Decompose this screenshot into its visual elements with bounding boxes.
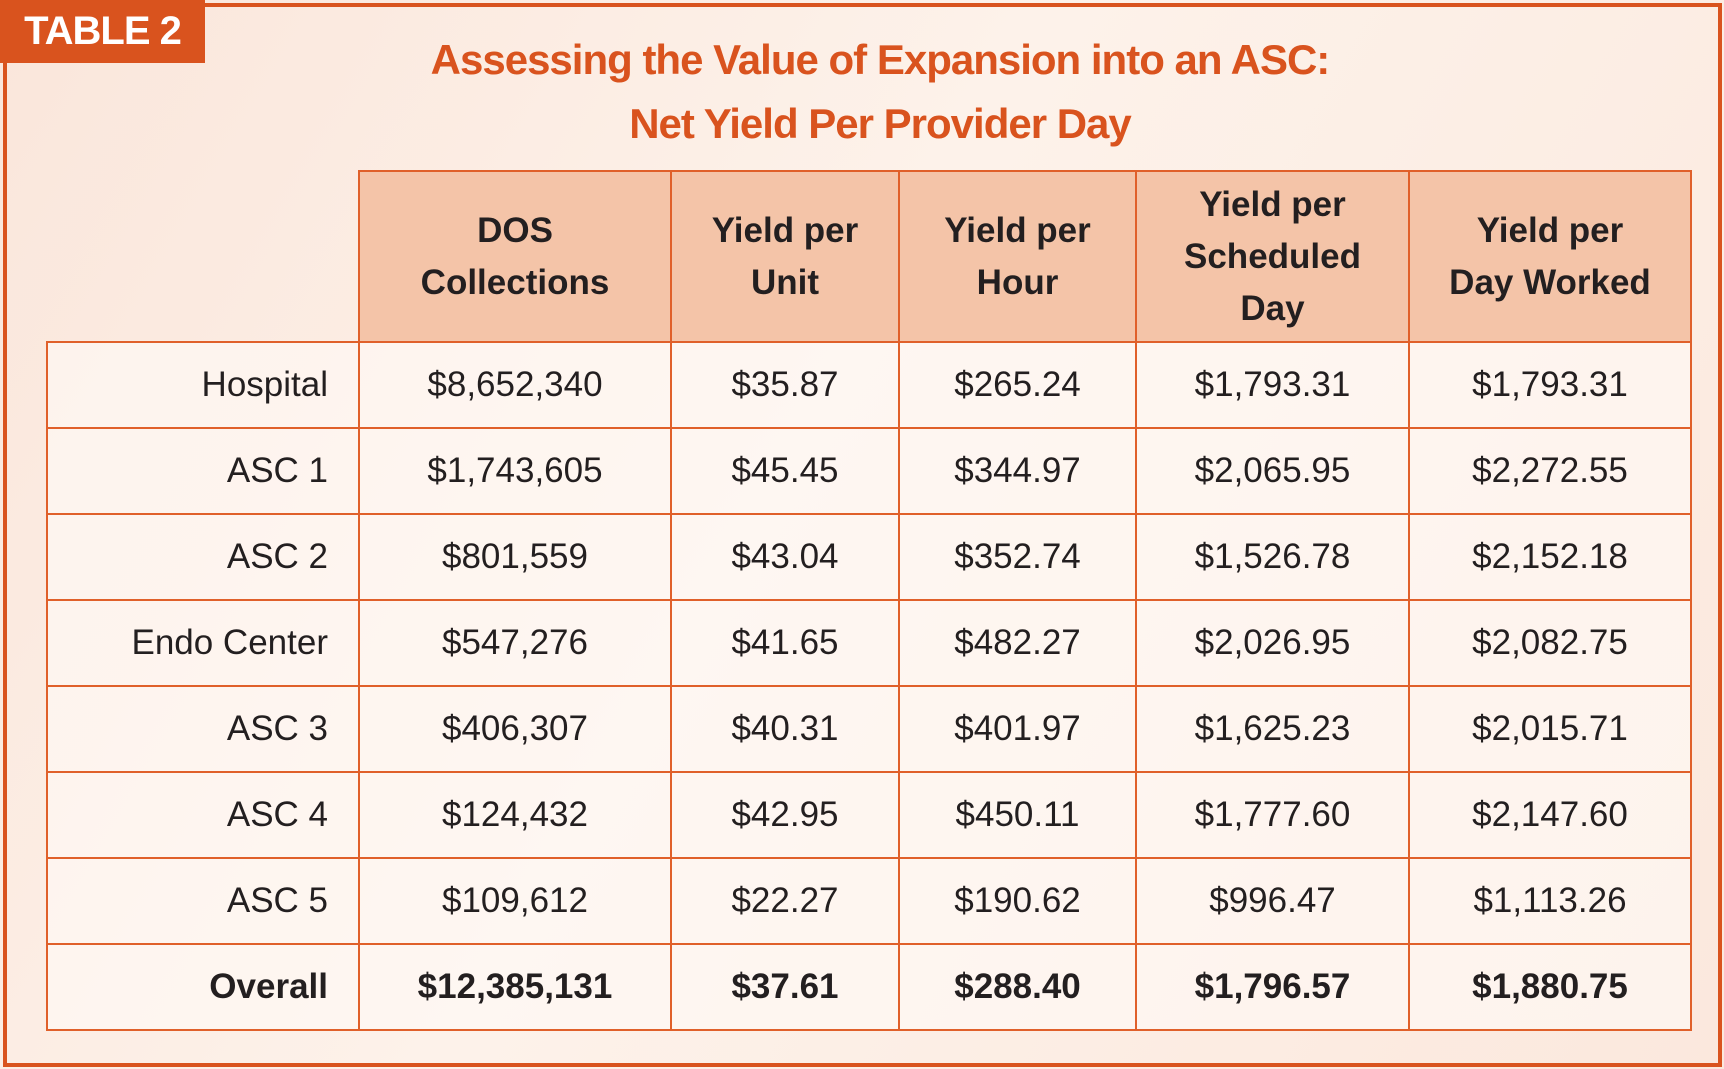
table-cell: $482.27 bbox=[898, 599, 1137, 687]
table-row: ASC 5 $109,612 $22.27 $190.62 $996.47 $1,113.… bbox=[46, 857, 1692, 945]
header-text: Day bbox=[1240, 288, 1305, 328]
table-cell: $2,152.18 bbox=[1408, 513, 1692, 601]
row-label: ASC 5 bbox=[46, 857, 360, 945]
header-yield-per-day-worked: Yield per Day Worked bbox=[1408, 170, 1692, 343]
table-row: ASC 1 $1,743,605 $45.45 $344.97 $2,065.95 $2,… bbox=[46, 427, 1692, 515]
table-cell: $1,777.60 bbox=[1135, 771, 1410, 859]
table-cell: $401.97 bbox=[898, 685, 1137, 773]
table-cell: $547,276 bbox=[358, 599, 672, 687]
table-cell: $40.31 bbox=[670, 685, 900, 773]
table-row: ASC 2 $801,559 $43.04 $352.74 $1,526.78 $2,15… bbox=[46, 513, 1692, 601]
table-cell: $35.87 bbox=[670, 341, 900, 429]
table-cell: $12,385,131 bbox=[358, 943, 672, 1031]
table-cell: $109,612 bbox=[358, 857, 672, 945]
table-row: Hospital $8,652,340 $35.87 $265.24 $1,793.31… bbox=[46, 341, 1692, 429]
table-cell: $1,113.26 bbox=[1408, 857, 1692, 945]
table-cell: $288.40 bbox=[898, 943, 1137, 1031]
table-cell: $1,793.31 bbox=[1408, 341, 1692, 429]
header-text: Yield per bbox=[1199, 184, 1346, 224]
table-cell: $42.95 bbox=[670, 771, 900, 859]
table-cell: $22.27 bbox=[670, 857, 900, 945]
table-cell: $352.74 bbox=[898, 513, 1137, 601]
table-cell: $1,743,605 bbox=[358, 427, 672, 515]
table-cell: $344.97 bbox=[898, 427, 1137, 515]
table-cell: $41.65 bbox=[670, 599, 900, 687]
table-row: Overall $12,385,131 $37.61 $288.40 $1,796.57… bbox=[46, 943, 1692, 1031]
row-label: Hospital bbox=[46, 341, 360, 429]
row-label: ASC 1 bbox=[46, 427, 360, 515]
header-text: Yield per bbox=[944, 210, 1091, 250]
header-text: Day Worked bbox=[1449, 262, 1651, 302]
table-row: ASC 3 $406,307 $40.31 $401.97 $1,625.23 $2,01… bbox=[46, 685, 1692, 773]
table-cell: $2,065.95 bbox=[1135, 427, 1410, 515]
table-cell: $45.45 bbox=[670, 427, 900, 515]
table-cell: $2,147.60 bbox=[1408, 771, 1692, 859]
header-text: Unit bbox=[750, 262, 820, 302]
table-frame bbox=[3, 3, 1722, 1067]
table-cell: $1,796.57 bbox=[1135, 943, 1410, 1031]
header-text: Hour bbox=[976, 262, 1059, 302]
header-yield-per-unit: Yield per Unit bbox=[670, 170, 900, 343]
table-cell: $8,652,340 bbox=[358, 341, 672, 429]
header-row: DOS Collections Yield per Unit Yield per Ho… bbox=[47, 170, 1692, 343]
table-cell: $265.24 bbox=[898, 341, 1137, 429]
table-row: Endo Center $547,276 $41.65 $482.27 $2,026.9… bbox=[46, 599, 1692, 687]
row-label: Overall bbox=[46, 943, 360, 1031]
table-cell: $450.11 bbox=[898, 771, 1137, 859]
table-cell: $1,793.31 bbox=[1135, 341, 1410, 429]
table-cell: $801,559 bbox=[358, 513, 672, 601]
table-title-line-1: Assessing the Value of Expansion into an… bbox=[430, 36, 1331, 83]
header-yield-per-scheduled-day: Yield per Scheduled Day bbox=[1135, 170, 1410, 343]
table-cell: $2,272.55 bbox=[1408, 427, 1692, 515]
yield-table: DOS Collections Yield per Unit Yield per Ho… bbox=[46, 170, 1692, 1031]
row-label: ASC 2 bbox=[46, 513, 360, 601]
table-cell: $37.61 bbox=[670, 943, 900, 1031]
table-cell: $1,526.78 bbox=[1135, 513, 1410, 601]
table-cell: $996.47 bbox=[1135, 857, 1410, 945]
table-cell: $190.62 bbox=[898, 857, 1137, 945]
header-text: DOS bbox=[477, 210, 553, 250]
header-text: Yield per bbox=[1476, 210, 1624, 250]
table-cell: $2,015.71 bbox=[1408, 685, 1692, 773]
table-row: ASC 4 $124,432 $42.95 $450.11 $1,777.60 $2,14… bbox=[46, 771, 1692, 859]
table-number-tag: TABLE 2 bbox=[0, 0, 205, 63]
table-cell: $1,880.75 bbox=[1408, 943, 1692, 1031]
table-cell: $1,625.23 bbox=[1135, 685, 1410, 773]
table-cell: $43.04 bbox=[670, 513, 900, 601]
header-text: Yield per bbox=[711, 210, 859, 250]
row-label: ASC 3 bbox=[46, 685, 360, 773]
table-cell: $406,307 bbox=[358, 685, 672, 773]
header-yield-per-hour: Yield per Hour bbox=[898, 170, 1137, 343]
table-cell: $2,026.95 bbox=[1135, 599, 1410, 687]
table-cell: $2,082.75 bbox=[1408, 599, 1692, 687]
table-cell: $124,432 bbox=[358, 771, 672, 859]
header-blank bbox=[47, 171, 359, 343]
row-label: Endo Center bbox=[46, 599, 360, 687]
row-label: ASC 4 bbox=[46, 771, 360, 859]
header-dos-collections: DOS Collections bbox=[358, 170, 672, 343]
header-text: Scheduled bbox=[1184, 236, 1361, 276]
header-text: Collections bbox=[420, 262, 610, 302]
table-title-line-2: Net Yield Per Provider Day bbox=[629, 100, 1132, 147]
